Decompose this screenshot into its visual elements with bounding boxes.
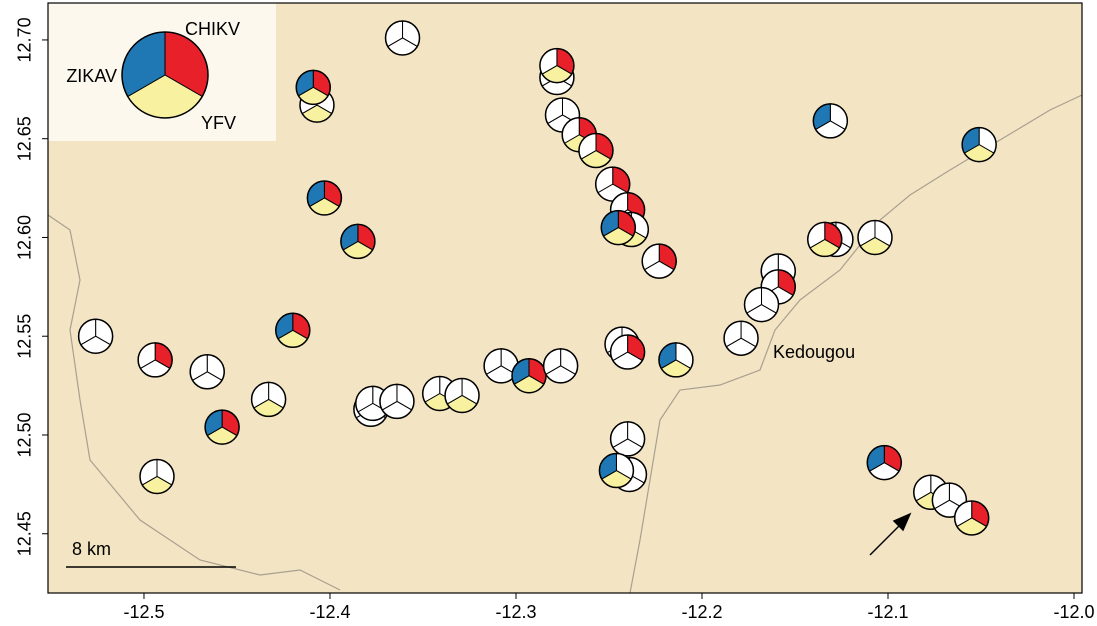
pie-marker [808,222,842,256]
x-tick-label: -12.1 [867,602,908,622]
pie-marker [962,128,996,162]
pie-marker [341,224,375,258]
pie-marker [445,378,479,412]
pie-marker [659,343,693,377]
pie-marker [611,422,645,456]
pie-marker [724,321,758,355]
place-label: Kedougou [773,342,855,362]
pie-marker [140,459,174,493]
pie-marker [307,181,341,215]
pie-marker [386,21,420,55]
pie-marker [380,384,414,418]
x-tick-label: -12.0 [1053,602,1094,622]
pie-marker [813,104,847,138]
x-tick-label: -12.5 [123,602,164,622]
pie-marker [296,70,330,104]
pie-marker [190,355,224,389]
pie-marker [858,220,892,254]
pie-marker [955,501,989,535]
legend-label: ZIKAV [66,66,117,86]
y-tick-label: 12.70 [15,17,35,62]
y-tick-label: 12.55 [15,314,35,359]
pie-marker [745,288,779,322]
legend-label: CHIKV [185,19,240,39]
y-tick-label: 12.60 [15,215,35,260]
pie-marker [579,134,613,168]
pie-marker [540,49,574,83]
pie-marker [867,446,901,480]
pie-marker [79,319,113,353]
pie-marker [599,454,633,488]
pie-marker [252,382,286,416]
pie-marker [611,335,645,369]
legend-label: YFV [201,113,236,133]
pie-marker [642,244,676,278]
pie-marker [544,349,578,383]
x-tick-label: -12.2 [681,602,722,622]
pie-marker [138,343,172,377]
pie-marker [601,211,635,245]
x-tick-label: -12.4 [309,602,350,622]
pie-marker [276,313,310,347]
pie-marker [205,410,239,444]
y-tick-label: 12.50 [15,412,35,457]
x-tick-label: -12.3 [495,602,536,622]
y-tick-label: 12.65 [15,116,35,161]
chart: Kedougou 8 km -12.5 -12.4 -12.3 -12.2 -12.1 -… [0,0,1097,626]
pie-marker [512,359,546,393]
y-tick-label: 12.45 [15,511,35,556]
scale-label: 8 km [72,539,111,559]
